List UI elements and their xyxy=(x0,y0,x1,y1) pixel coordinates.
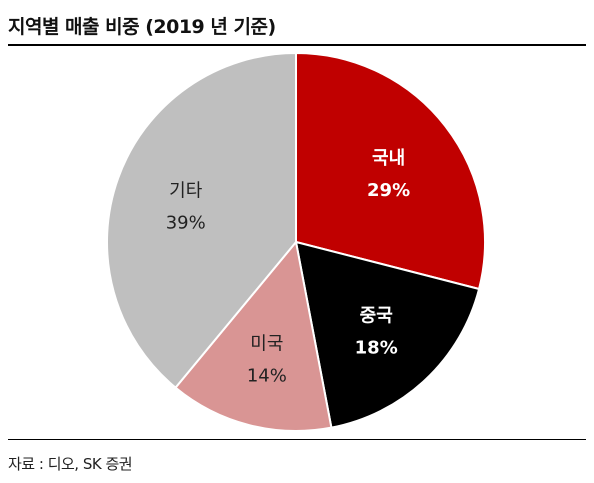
slice-label: 기타 xyxy=(169,180,203,201)
slice-value-label: 29% xyxy=(367,180,410,201)
slice-other xyxy=(106,51,297,390)
title-rule xyxy=(8,44,586,46)
slice-label: 국내 xyxy=(372,148,405,169)
slice-usa xyxy=(174,239,333,432)
slice-value-label: 14% xyxy=(247,365,287,386)
slice-value-label: 39% xyxy=(166,212,206,233)
chart-title: 지역별 매출 비중 (2019 년 기준) xyxy=(8,16,276,38)
slice-label: 중국 xyxy=(360,305,393,326)
slice-label: 미국 xyxy=(250,333,283,354)
footer-rule xyxy=(8,439,586,440)
slice-china xyxy=(294,240,481,429)
slice-value-label: 18% xyxy=(355,337,398,358)
slice-domestic xyxy=(295,51,486,291)
source-note: 자료 : 디오, SK 증권 xyxy=(8,455,133,473)
